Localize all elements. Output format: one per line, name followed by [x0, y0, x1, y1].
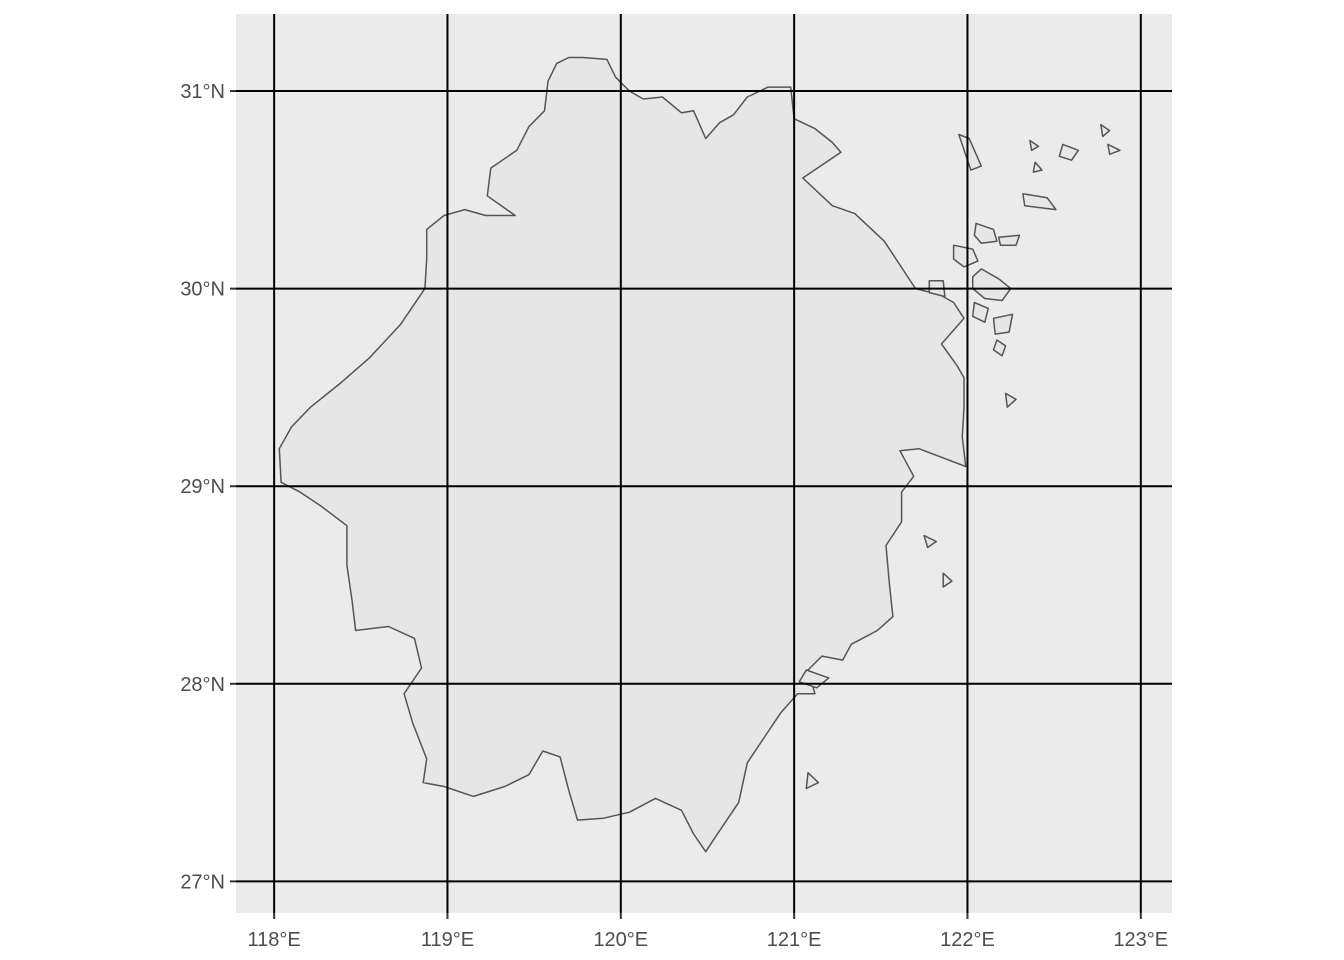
- island-outline: [992, 339, 1007, 357]
- island-outline: [942, 572, 953, 588]
- x-tick-label: 120°E: [593, 929, 648, 951]
- island-outline: [1100, 123, 1111, 138]
- island-outline: [971, 301, 990, 323]
- island-outline: [1032, 161, 1043, 173]
- y-tick-label: 30°N: [180, 279, 225, 301]
- x-tick-label: 119°E: [421, 929, 474, 951]
- y-tick-label: 31°N: [180, 81, 225, 103]
- y-tick-label: 28°N: [180, 674, 225, 696]
- island-outline: [805, 771, 820, 790]
- island-outline: [971, 268, 1012, 302]
- island-outline: [1058, 143, 1080, 161]
- island-outline: [1029, 139, 1040, 152]
- island-outline: [923, 534, 938, 549]
- graticule: [236, 14, 1172, 913]
- axes: 118°E 119°E 120°E 121°E 122°E 123°E 31°N 30°N 29…: [180, 81, 1168, 951]
- island-outline: [952, 244, 979, 268]
- x-tick-label: 122°E: [940, 929, 995, 951]
- y-tick-label: 27°N: [180, 871, 225, 893]
- island-outline: [1107, 143, 1121, 156]
- island-outline: [1022, 193, 1057, 211]
- y-tick-label: 29°N: [180, 476, 225, 498]
- island-outline: [1004, 392, 1017, 408]
- x-tick-label: 121°E: [767, 929, 822, 951]
- island-outline: [973, 222, 998, 244]
- island-outline: [997, 234, 1021, 246]
- island-outline: [992, 313, 1014, 335]
- x-tick-label: 123°E: [1113, 929, 1168, 951]
- x-tick-label: 118°E: [248, 929, 301, 951]
